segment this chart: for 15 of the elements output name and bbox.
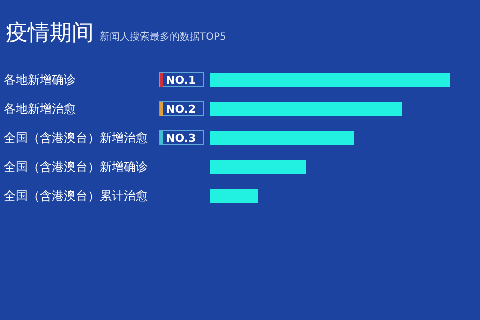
y-tick-label: 全国（含港澳台）新增治愈 <box>4 131 148 145</box>
y-tick-label: 各地新增确诊 <box>4 73 76 87</box>
text: NO.3 <box>166 132 196 145</box>
y-tick-label: 各地新增治愈 <box>4 102 76 116</box>
chart-subtitle: 新闻人搜索最多的数据TOP5 <box>100 31 226 43</box>
text: NO.2 <box>166 103 196 116</box>
bar <box>210 131 354 145</box>
bar <box>210 102 402 116</box>
y-tick-label: 全国（含港澳台）累计治愈 <box>4 189 148 203</box>
y-tick-label: 全国（含港澳台）新增确诊 <box>4 160 148 174</box>
bar <box>210 73 450 87</box>
bar <box>210 189 258 203</box>
bar <box>210 160 306 174</box>
chart-title: 疫情期间 <box>6 21 94 46</box>
text: NO.1 <box>166 74 196 87</box>
